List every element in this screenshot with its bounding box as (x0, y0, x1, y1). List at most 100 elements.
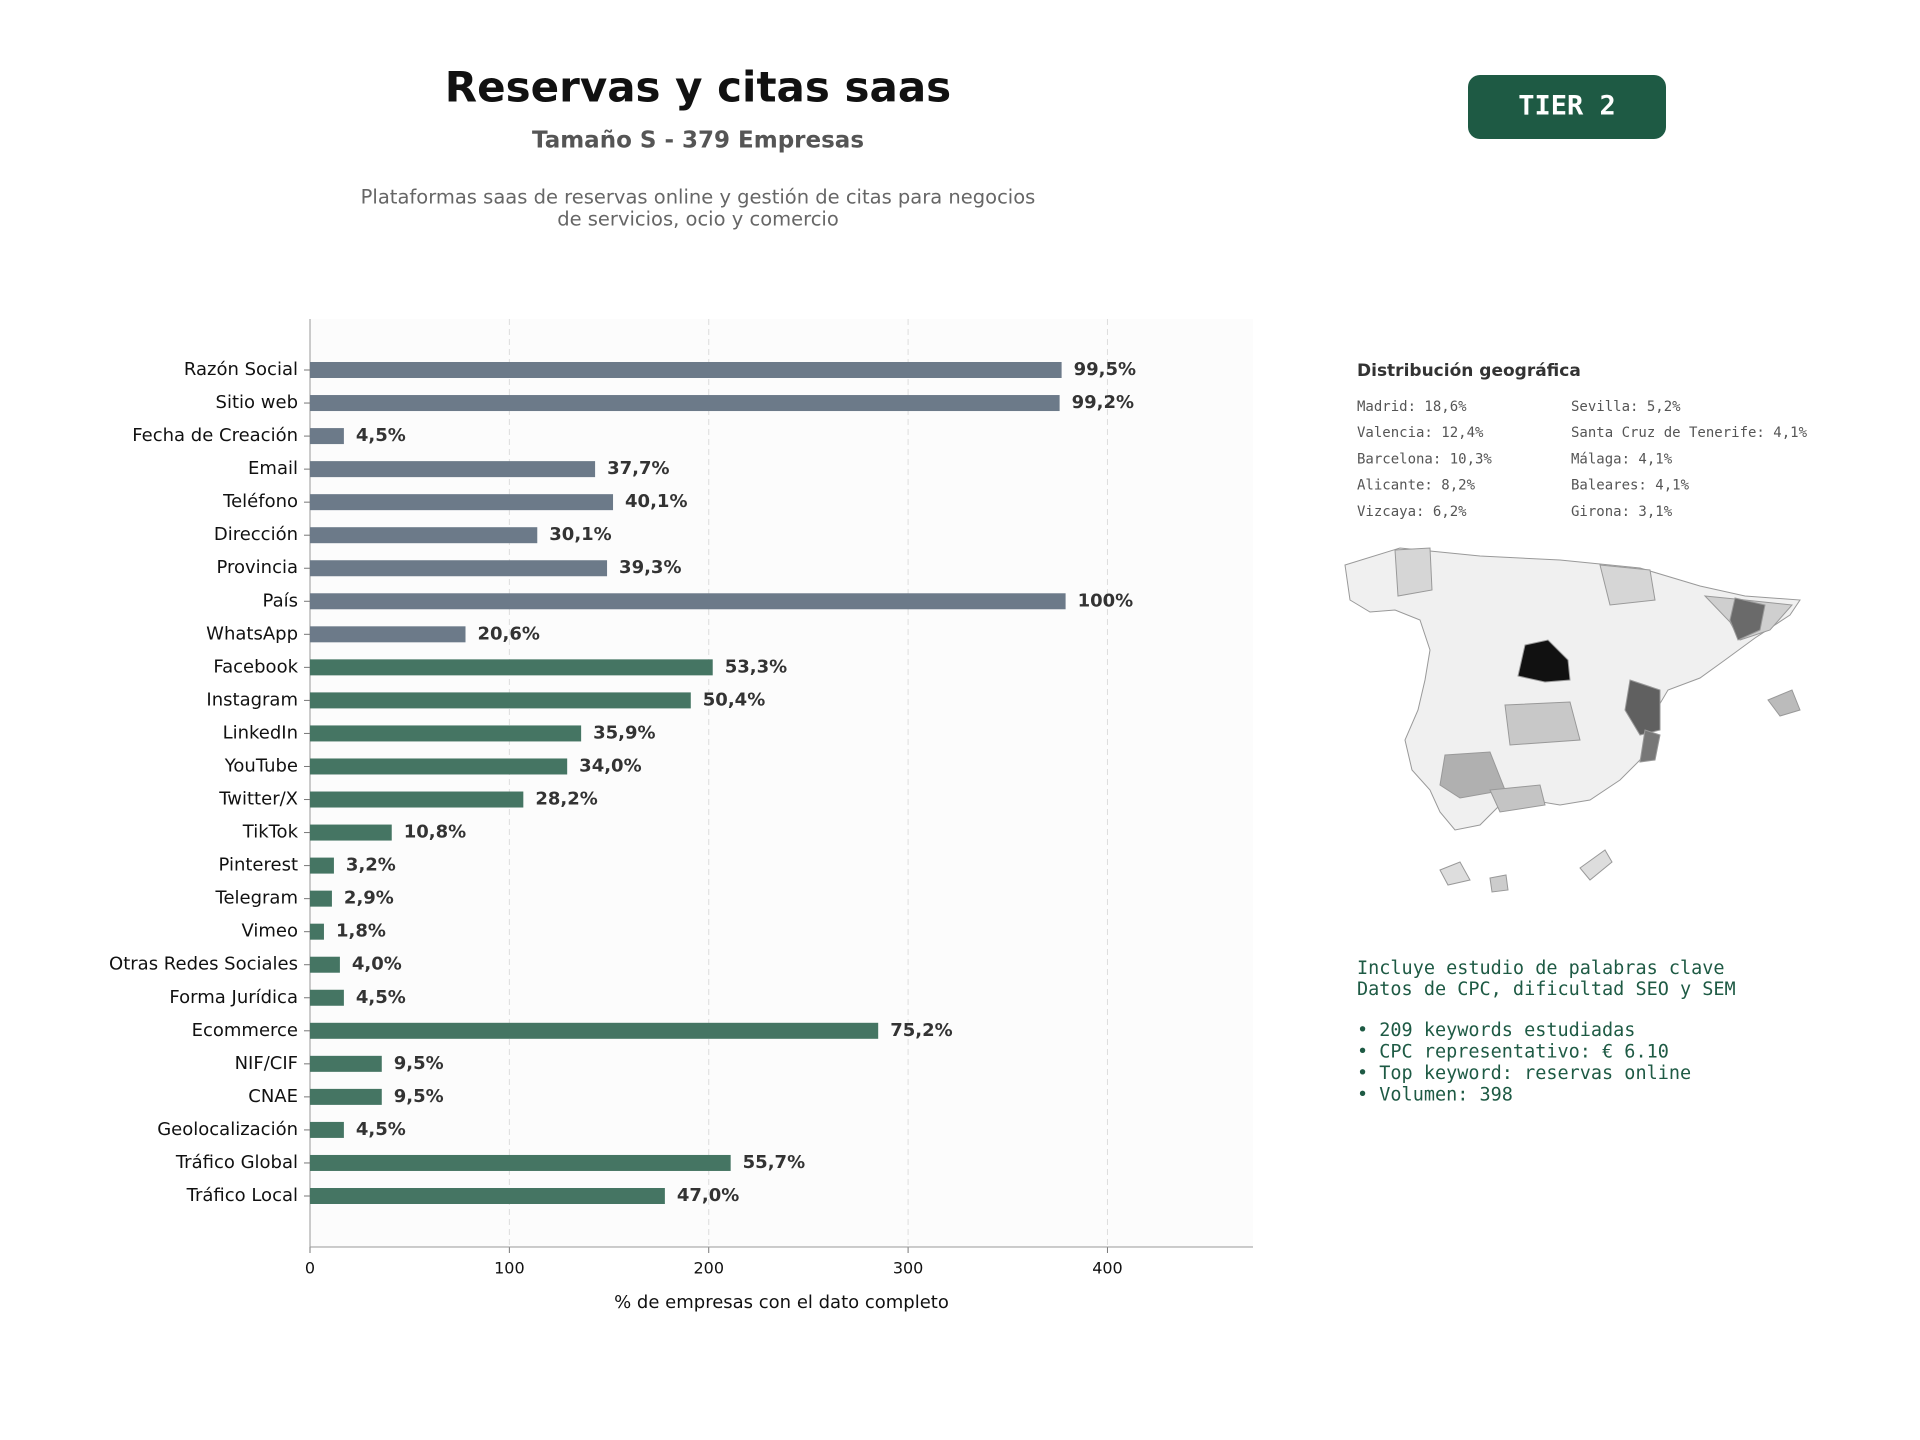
value-label: 4,5% (356, 1119, 406, 1140)
bar (310, 1088, 382, 1105)
y-tick-label: Fecha de Creación (132, 425, 298, 446)
geo-item: Baleares: 4,1% (1571, 478, 1690, 494)
bar (310, 362, 1062, 378)
value-label: 39,3% (619, 557, 681, 578)
value-label: 9,5% (394, 1053, 444, 1074)
value-label: 99,5% (1074, 359, 1136, 380)
y-tick-label: Ecommerce (192, 1020, 298, 1041)
value-label: 20,6% (478, 623, 540, 644)
value-label: 37,7% (607, 458, 669, 479)
bar (310, 395, 1060, 412)
y-tick-label: Vimeo (241, 921, 298, 942)
bar (310, 527, 538, 544)
y-tick-label: Facebook (213, 656, 298, 677)
y-tick-label: NIF/CIF (235, 1053, 298, 1074)
bar (310, 1022, 879, 1039)
value-label: 75,2% (890, 1020, 952, 1041)
value-label: 3,2% (346, 855, 396, 876)
value-label: 4,0% (352, 954, 402, 975)
y-tick-label: YouTube (224, 755, 298, 776)
value-label: 28,2% (535, 789, 597, 810)
bar (310, 626, 466, 643)
y-tick-label: Razón Social (184, 359, 298, 380)
x-tick-label: 400 (1092, 1259, 1123, 1278)
bar (310, 725, 582, 742)
value-label: 35,9% (593, 722, 655, 743)
bar (310, 1055, 382, 1072)
x-tick-label: 300 (893, 1259, 924, 1278)
geo-item: Valencia: 12,4% (1357, 425, 1484, 441)
geo-item: Barcelona: 10,3% (1357, 451, 1492, 467)
y-tick-label: Dirección (214, 524, 298, 545)
value-label: 47,0% (677, 1185, 739, 1206)
y-tick-label: Forma Jurídica (169, 987, 298, 1008)
y-tick-label: Email (248, 458, 298, 479)
bar (310, 1121, 344, 1138)
value-label: 2,9% (344, 888, 394, 909)
bar (310, 1188, 665, 1204)
geo-item: Girona: 3,1% (1571, 504, 1673, 520)
y-tick-label: TikTok (242, 822, 299, 843)
y-tick-label: Teléfono (222, 491, 298, 512)
bar (310, 461, 596, 478)
bar (310, 956, 340, 973)
y-tick-label: WhatsApp (206, 623, 298, 644)
keyword-bullet: • Volumen: 398 (1357, 1085, 1513, 1106)
value-label: 34,0% (579, 755, 641, 776)
bar (310, 593, 1066, 610)
description: de servicios, ocio y comercio (557, 208, 839, 231)
value-label: 55,7% (743, 1152, 805, 1173)
y-tick-label: Instagram (206, 689, 298, 710)
y-tick-label: Pinterest (218, 855, 298, 876)
title: Reservas y citas saas (445, 63, 951, 112)
bar (310, 824, 392, 841)
keyword-line: Incluye estudio de palabras clave (1357, 958, 1725, 979)
bar (310, 560, 608, 577)
bar (310, 890, 332, 907)
x-axis-title: % de empresas con el dato completo (614, 1292, 949, 1313)
y-tick-label: Telegram (215, 888, 298, 909)
keyword-bullet: • CPC representativo: € 6.10 (1357, 1042, 1669, 1063)
value-label: 10,8% (404, 822, 466, 843)
y-tick-label: País (263, 590, 298, 611)
bar (310, 989, 344, 1006)
y-tick-label: Geolocalización (157, 1119, 298, 1140)
value-label: 100% (1078, 590, 1134, 611)
bar (310, 857, 334, 874)
bar (310, 428, 344, 445)
bar (310, 659, 713, 676)
geo-item: Sevilla: 5,2% (1571, 399, 1681, 415)
geo-item: Santa Cruz de Tenerife: 4,1% (1571, 425, 1808, 441)
subtitle: Tamaño S - 379 Empresas (532, 128, 864, 154)
value-label: 30,1% (549, 524, 611, 545)
bar (310, 923, 324, 940)
badge (1468, 75, 1666, 139)
value-label: 4,5% (356, 425, 406, 446)
value-label: 99,2% (1072, 392, 1134, 413)
x-tick-label: 200 (693, 1259, 724, 1278)
geo-item: Alicante: 8,2% (1357, 478, 1476, 494)
plot-area (310, 319, 1253, 1247)
value-label: 9,5% (394, 1086, 444, 1107)
x-tick-label: 0 (305, 1259, 315, 1278)
geo-item: Vizcaya: 6,2% (1357, 504, 1467, 520)
map (1344, 547, 1801, 893)
bar (310, 758, 568, 775)
keyword-bullet: • Top keyword: reservas online (1357, 1063, 1691, 1084)
keyword-bullet: • 209 keywords estudiadas (1357, 1020, 1635, 1041)
value-label: 50,4% (703, 689, 765, 710)
y-tick-label: Provincia (216, 557, 298, 578)
y-tick-label: LinkedIn (223, 722, 298, 743)
geo-title: Distribución geográfica (1357, 361, 1581, 381)
value-label: 1,8% (336, 921, 386, 942)
value-label: 53,3% (725, 656, 787, 677)
x-tick-label: 100 (494, 1259, 525, 1278)
description: Plataformas saas de reservas online y ge… (361, 186, 1036, 209)
bar (310, 791, 524, 808)
geo-item: Málaga: 4,1% (1571, 451, 1673, 467)
geo-item: Madrid: 18,6% (1357, 399, 1467, 415)
y-tick-label: Otras Redes Sociales (109, 954, 298, 975)
y-tick-label: CNAE (248, 1086, 298, 1107)
bar (310, 1154, 731, 1171)
